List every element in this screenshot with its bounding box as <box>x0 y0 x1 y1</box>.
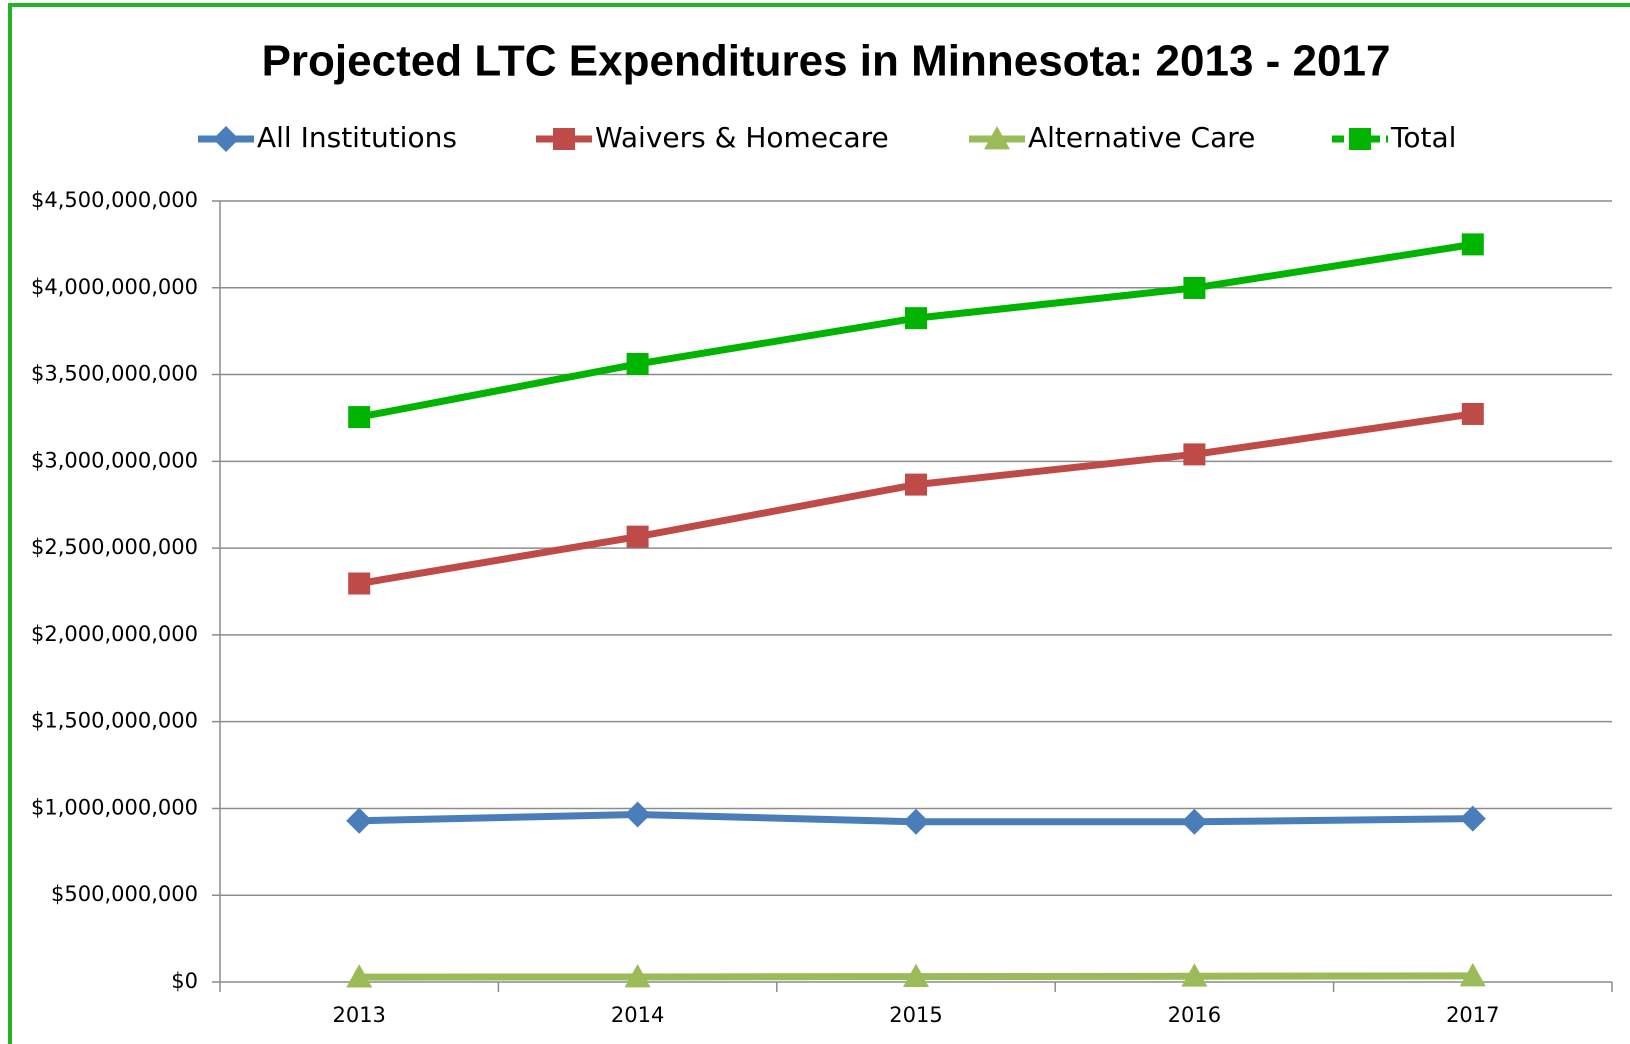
x-tick-label: 2015 <box>889 1003 942 1027</box>
point <box>624 963 651 988</box>
legend-marker <box>553 128 575 150</box>
point <box>1461 402 1484 425</box>
y-tick-label: $1,500,000,000 <box>31 709 198 733</box>
legend-label: Total <box>1390 121 1456 154</box>
series-line <box>358 410 1474 587</box>
point <box>1461 233 1484 256</box>
point <box>1459 962 1486 987</box>
legend-label: Alternative Care <box>1028 121 1255 154</box>
point <box>1183 443 1206 466</box>
legend-label: All Institutions <box>257 121 457 154</box>
point <box>346 964 373 988</box>
y-tick-label: $4,500,000,000 <box>31 188 198 212</box>
frame <box>8 3 1630 1044</box>
point <box>626 352 649 375</box>
y-tick-label: $500,000,000 <box>51 882 198 906</box>
legend-marker <box>984 126 1010 150</box>
x-tick-label: 2017 <box>1446 1003 1499 1027</box>
point <box>346 807 373 834</box>
point <box>626 525 649 548</box>
x-tick-label: 2016 <box>1168 1003 1221 1027</box>
y-tick-label: $1,000,000,000 <box>31 795 198 819</box>
series-line <box>358 240 1474 421</box>
y-tick-label: $2,000,000,000 <box>31 622 198 646</box>
point <box>624 801 651 828</box>
point <box>903 963 929 988</box>
legend-marker <box>1349 128 1371 150</box>
chart-title: Projected LTC Expenditures in Minnesota:… <box>262 37 1391 86</box>
y-tick-label: $3,500,000,000 <box>31 362 198 386</box>
point <box>1459 805 1486 832</box>
point <box>1183 276 1206 299</box>
point <box>905 473 927 496</box>
point <box>1181 808 1208 835</box>
y-tick-label: $2,500,000,000 <box>31 535 198 559</box>
y-tick-label: $3,000,000,000 <box>31 448 198 472</box>
y-tick-label: $0 <box>171 969 198 993</box>
point <box>348 572 371 595</box>
y-tick-label: $4,000,000,000 <box>31 275 198 299</box>
point <box>905 307 927 330</box>
point <box>348 406 371 429</box>
x-tick-label: 2014 <box>611 1003 664 1027</box>
legend-marker <box>213 126 239 152</box>
point <box>1181 963 1208 987</box>
x-tick-label: 2013 <box>332 1003 385 1027</box>
legend-label: Waivers & Homecare <box>595 121 889 154</box>
point <box>903 808 929 835</box>
